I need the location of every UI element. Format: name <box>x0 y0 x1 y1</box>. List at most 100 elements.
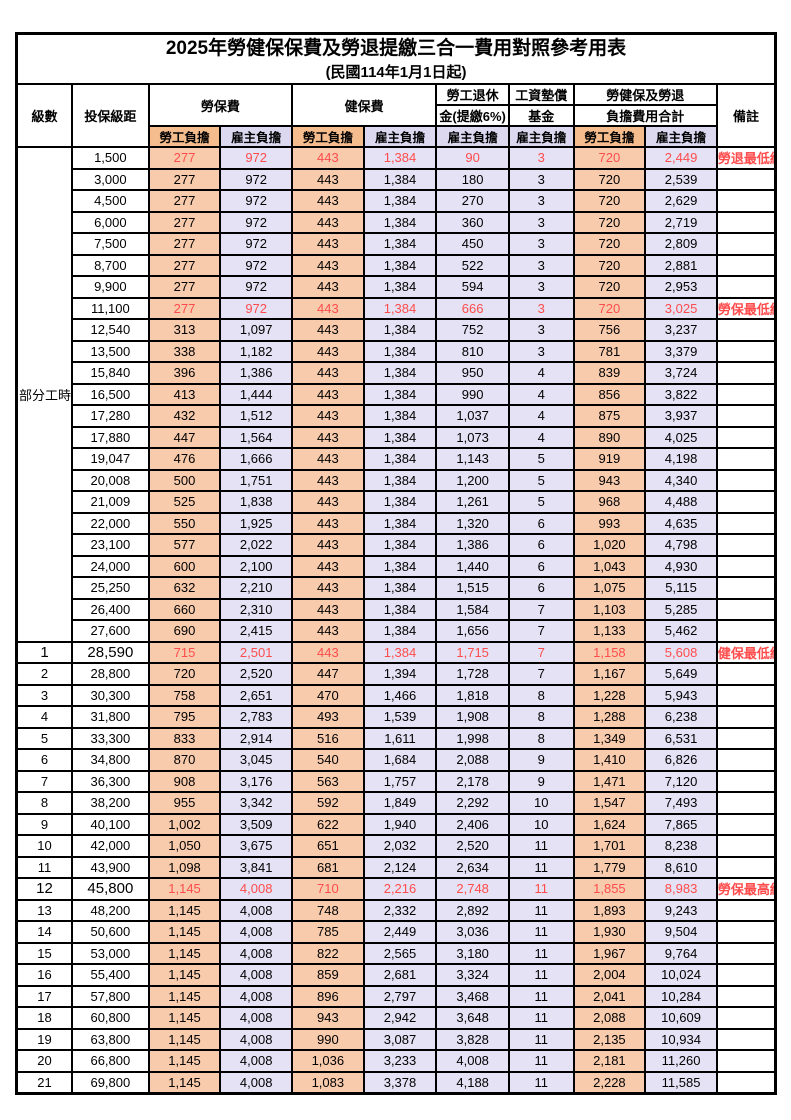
value-cell: 870 <box>147 748 222 772</box>
col-header-wage-fund-line2: 基金 <box>507 104 575 127</box>
value-cell: 4,025 <box>644 425 718 449</box>
table-row: 7,500 277 972 443 1,384 450 3 720 2,809 <box>17 232 777 256</box>
value-cell: 2,100 <box>219 554 294 578</box>
table-row: 9,900 277 972 443 1,384 594 3 720 2,953 <box>17 275 777 299</box>
remark-cell: 勞保最低級距 <box>715 296 777 320</box>
value-cell: 720 <box>572 253 647 277</box>
salary-bracket-cell: 55,400 <box>71 963 150 987</box>
value-cell: 11,585 <box>644 1070 718 1095</box>
value-cell: 2,797 <box>362 984 438 1008</box>
remark-cell <box>715 855 777 879</box>
value-cell: 1,002 <box>147 812 222 836</box>
value-cell: 1,384 <box>362 404 438 428</box>
table-row: 17 57,800 1,145 4,008 896 2,797 3,468 11 2,041 10… <box>15 984 777 1008</box>
value-cell: 972 <box>219 146 294 170</box>
value-cell: 6 <box>507 554 575 578</box>
value-cell: 3 <box>507 296 575 320</box>
value-cell: 4,008 <box>219 1006 294 1030</box>
value-cell: 3,724 <box>644 361 718 385</box>
value-cell: 3,342 <box>219 791 294 815</box>
value-cell: 2,041 <box>572 984 647 1008</box>
value-cell: 1,444 <box>219 382 294 406</box>
value-cell: 1,384 <box>362 232 438 256</box>
value-cell: 4 <box>507 404 575 428</box>
table-row: 3 30,300 758 2,651 470 1,466 1,818 8 1,228 5,943 <box>15 683 777 707</box>
value-cell: 493 <box>291 705 365 729</box>
premium-comparison-table: 2025年勞健保保費及勞退提繳三合一費用對照參考用表 (民國114年1月1日起)… <box>15 32 777 1095</box>
value-cell: 540 <box>291 748 365 772</box>
table-row: 6,000 277 972 443 1,384 360 3 720 2,719 <box>17 210 777 234</box>
value-cell: 1,384 <box>362 296 438 320</box>
value-cell: 11,260 <box>644 1049 718 1073</box>
value-cell: 972 <box>219 167 294 191</box>
value-cell: 1,838 <box>219 490 294 514</box>
value-cell: 2,783 <box>219 705 294 729</box>
table-row: 15,840 396 1,386 443 1,384 950 4 839 3,724 <box>17 361 777 385</box>
remark-cell <box>715 920 777 944</box>
remark-cell <box>715 597 777 621</box>
value-cell: 2,748 <box>435 877 510 901</box>
value-cell: 1,855 <box>572 877 647 901</box>
level-cell: 21 <box>15 1070 73 1095</box>
salary-bracket-cell: 20,008 <box>71 468 150 492</box>
value-cell: 3,675 <box>219 834 294 858</box>
remark-cell <box>715 253 777 277</box>
value-cell: 8 <box>507 683 575 707</box>
value-cell: 450 <box>435 232 510 256</box>
value-cell: 990 <box>435 382 510 406</box>
value-cell: 3,025 <box>644 296 718 320</box>
value-cell: 1,539 <box>362 705 438 729</box>
value-cell: 2,406 <box>435 812 510 836</box>
value-cell: 1,384 <box>362 554 438 578</box>
salary-bracket-cell: 21,009 <box>71 490 150 514</box>
value-cell: 11 <box>507 877 575 901</box>
remark-cell <box>715 834 777 858</box>
table-row: 8 38,200 955 3,342 592 1,849 2,292 10 1,547 7,493 <box>15 791 777 815</box>
value-cell: 577 <box>147 533 222 557</box>
value-cell: 1,384 <box>362 275 438 299</box>
level-cell: 2 <box>15 662 73 686</box>
value-cell: 1,624 <box>572 812 647 836</box>
table-subtitle: (民國114年1月1日起) <box>325 63 467 81</box>
value-cell: 1,564 <box>219 425 294 449</box>
value-cell: 822 <box>291 941 365 965</box>
value-cell: 2,088 <box>435 748 510 772</box>
value-cell: 2,181 <box>572 1049 647 1073</box>
remark-cell: 勞保最高級距 <box>715 877 777 901</box>
value-cell: 4,008 <box>219 1070 294 1095</box>
remark-cell <box>715 490 777 514</box>
value-cell: 6 <box>507 576 575 600</box>
value-cell: 443 <box>291 189 365 213</box>
remark-cell <box>715 769 777 793</box>
value-cell: 720 <box>572 210 647 234</box>
value-cell: 5,115 <box>644 576 718 600</box>
value-cell: 1,320 <box>435 511 510 535</box>
level-cell: 1 <box>15 640 73 664</box>
value-cell: 993 <box>572 511 647 535</box>
value-cell: 681 <box>291 855 365 879</box>
value-cell: 1,656 <box>435 619 510 643</box>
value-cell: 1,182 <box>219 339 294 363</box>
value-cell: 594 <box>435 275 510 299</box>
value-cell: 3,087 <box>362 1027 438 1051</box>
salary-bracket-cell: 24,000 <box>71 554 150 578</box>
salary-bracket-cell: 38,200 <box>71 791 150 815</box>
value-cell: 8,610 <box>644 855 718 879</box>
remark-cell <box>715 791 777 815</box>
value-cell: 443 <box>291 232 365 256</box>
salary-bracket-cell: 1,500 <box>71 146 150 170</box>
value-cell: 11 <box>507 963 575 987</box>
salary-bracket-cell: 11,100 <box>71 296 150 320</box>
value-cell: 856 <box>572 382 647 406</box>
value-cell: 4,008 <box>219 920 294 944</box>
value-cell: 443 <box>291 447 365 471</box>
value-cell: 1,228 <box>572 683 647 707</box>
value-cell: 968 <box>572 490 647 514</box>
value-cell: 1,037 <box>435 404 510 428</box>
value-cell: 1,384 <box>362 382 438 406</box>
value-cell: 3,180 <box>435 941 510 965</box>
table-row: 4 31,800 795 2,783 493 1,539 1,908 8 1,288 6,238 <box>15 705 777 729</box>
remark-cell <box>715 382 777 406</box>
